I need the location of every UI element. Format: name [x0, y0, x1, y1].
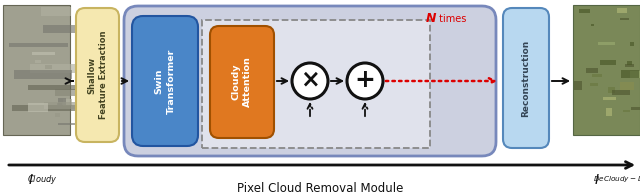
- Text: Swin
Transformer: Swin Transformer: [155, 48, 175, 114]
- FancyBboxPatch shape: [55, 113, 60, 117]
- FancyBboxPatch shape: [503, 8, 549, 148]
- FancyBboxPatch shape: [28, 103, 49, 112]
- Text: $I$: $I$: [28, 173, 33, 187]
- FancyBboxPatch shape: [612, 90, 630, 95]
- Text: Reconstruction: Reconstruction: [522, 39, 531, 117]
- FancyBboxPatch shape: [58, 98, 66, 105]
- FancyBboxPatch shape: [623, 110, 630, 112]
- FancyBboxPatch shape: [627, 61, 632, 65]
- FancyBboxPatch shape: [579, 9, 590, 13]
- FancyBboxPatch shape: [14, 70, 72, 79]
- FancyBboxPatch shape: [132, 16, 198, 146]
- FancyBboxPatch shape: [58, 123, 113, 125]
- Text: ×: ×: [300, 68, 320, 92]
- FancyBboxPatch shape: [35, 60, 41, 63]
- FancyBboxPatch shape: [620, 82, 634, 91]
- FancyBboxPatch shape: [630, 41, 634, 46]
- FancyBboxPatch shape: [202, 20, 430, 148]
- Circle shape: [292, 63, 328, 99]
- Text: $I$: $I$: [594, 173, 599, 187]
- FancyBboxPatch shape: [54, 89, 113, 96]
- FancyBboxPatch shape: [625, 64, 634, 67]
- Text: +: +: [355, 68, 376, 92]
- FancyBboxPatch shape: [586, 68, 598, 73]
- FancyBboxPatch shape: [63, 99, 72, 106]
- FancyBboxPatch shape: [28, 85, 90, 90]
- FancyBboxPatch shape: [620, 18, 630, 20]
- FancyBboxPatch shape: [12, 105, 76, 111]
- FancyBboxPatch shape: [603, 97, 616, 100]
- FancyBboxPatch shape: [606, 108, 612, 116]
- FancyBboxPatch shape: [574, 81, 582, 90]
- FancyBboxPatch shape: [589, 83, 598, 86]
- FancyBboxPatch shape: [41, 8, 71, 16]
- Circle shape: [347, 63, 383, 99]
- Text: Cloudy
Attention: Cloudy Attention: [232, 57, 252, 108]
- FancyBboxPatch shape: [57, 103, 62, 109]
- FancyBboxPatch shape: [76, 8, 119, 142]
- FancyBboxPatch shape: [45, 65, 52, 69]
- FancyBboxPatch shape: [42, 25, 88, 33]
- FancyBboxPatch shape: [592, 74, 602, 77]
- Text: Pixel Cloud Removal Module: Pixel Cloud Removal Module: [237, 181, 403, 193]
- FancyBboxPatch shape: [30, 64, 79, 73]
- FancyBboxPatch shape: [210, 26, 274, 138]
- Text: $_{DeCloudy-LQ}$: $_{DeCloudy-LQ}$: [593, 175, 640, 185]
- FancyBboxPatch shape: [630, 71, 640, 78]
- FancyBboxPatch shape: [617, 8, 627, 13]
- FancyBboxPatch shape: [591, 24, 595, 26]
- FancyBboxPatch shape: [31, 52, 56, 55]
- FancyBboxPatch shape: [10, 43, 68, 47]
- FancyBboxPatch shape: [600, 60, 616, 65]
- Text: N: N: [426, 13, 436, 25]
- FancyBboxPatch shape: [621, 70, 639, 78]
- FancyBboxPatch shape: [124, 6, 496, 156]
- FancyBboxPatch shape: [3, 5, 70, 135]
- Text: $_{Cloudy}$: $_{Cloudy}$: [28, 174, 58, 186]
- FancyBboxPatch shape: [44, 102, 88, 109]
- FancyBboxPatch shape: [608, 87, 615, 93]
- FancyBboxPatch shape: [573, 5, 640, 135]
- Text: times: times: [436, 14, 467, 24]
- FancyBboxPatch shape: [598, 42, 614, 45]
- Text: Shallow
Feature Extraction: Shallow Feature Extraction: [87, 31, 108, 119]
- FancyBboxPatch shape: [631, 107, 640, 110]
